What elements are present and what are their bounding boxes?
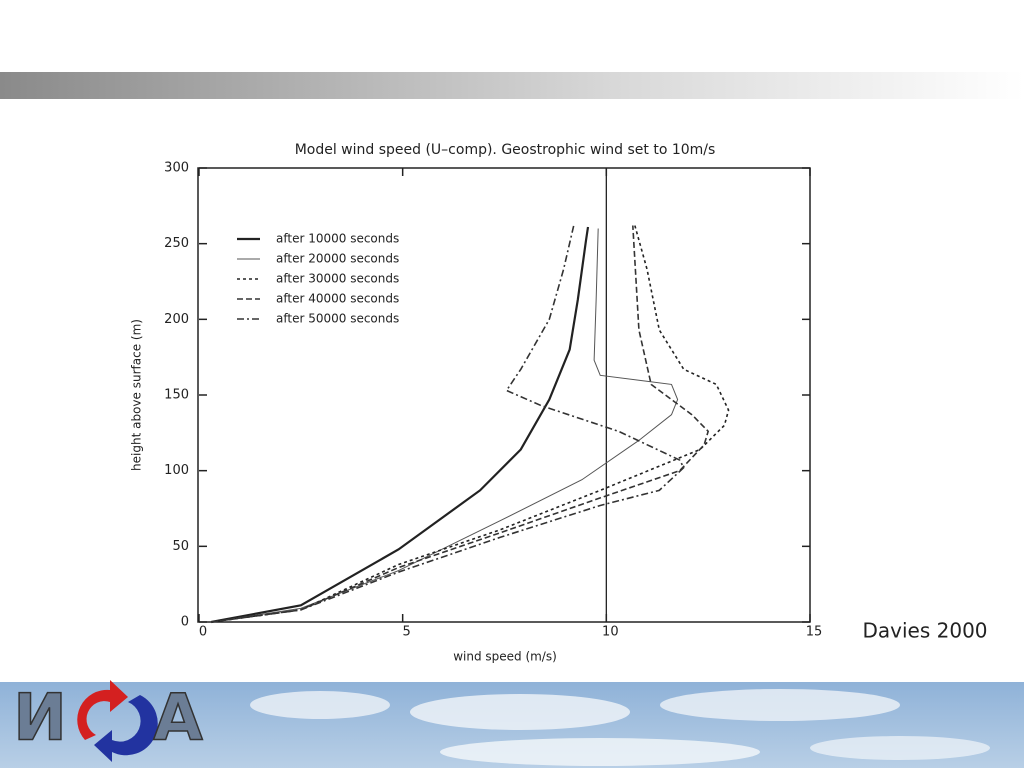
cloud xyxy=(410,694,630,730)
y-tick-label: 100 xyxy=(164,463,189,478)
cloud xyxy=(440,738,760,766)
series-line xyxy=(211,228,679,623)
header-bar xyxy=(0,72,1024,99)
y-tick-label: 300 xyxy=(164,161,189,176)
y-tick-label: 150 xyxy=(164,388,189,403)
y-axis-label: height above surface (m) xyxy=(130,319,144,471)
logo-arrow-red xyxy=(77,680,128,740)
y-tick-label: 250 xyxy=(164,236,189,251)
legend-label: after 10000 seconds xyxy=(276,232,399,246)
logo-letter: А xyxy=(153,682,203,756)
legend-label: after 40000 seconds xyxy=(276,292,399,306)
cloud xyxy=(810,736,990,760)
cloud xyxy=(660,689,900,721)
x-tick-label: 10 xyxy=(602,625,619,640)
x-tick-label: 0 xyxy=(199,625,207,640)
legend-label: after 20000 seconds xyxy=(276,252,399,266)
footer: И А xyxy=(0,680,1024,768)
y-tick-label: 200 xyxy=(164,312,189,327)
x-tick-label: 15 xyxy=(806,625,823,640)
logo-arrow-blue xyxy=(94,695,158,762)
y-tick-label: 0 xyxy=(181,615,189,630)
x-axis-label: wind speed (m/s) xyxy=(453,650,557,664)
series-line xyxy=(211,225,685,623)
x-tick-label: 5 xyxy=(403,625,411,640)
logo-letter: И xyxy=(13,682,67,756)
annotation: Davies 2000 xyxy=(862,619,987,643)
chart-title: Model wind speed (U–comp). Geostrophic w… xyxy=(295,142,716,158)
y-tick-label: 50 xyxy=(172,539,189,554)
legend-label: after 30000 seconds xyxy=(276,272,399,286)
cloud xyxy=(250,691,390,719)
legend-label: after 50000 seconds xyxy=(276,312,399,326)
series-line xyxy=(211,226,590,624)
series-line xyxy=(211,225,730,623)
